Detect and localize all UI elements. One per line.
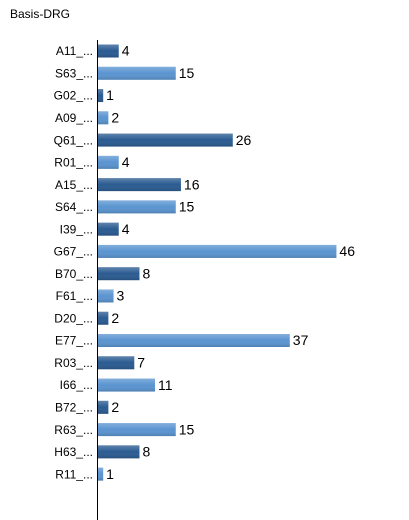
category-label: A15_... bbox=[55, 178, 93, 192]
category-label: D20_... bbox=[54, 311, 93, 325]
bar-shade bbox=[98, 222, 119, 236]
category-label: G02_... bbox=[54, 89, 93, 103]
category-label: Q61_... bbox=[54, 133, 93, 147]
bar-shade bbox=[98, 445, 140, 459]
category-label: I39_... bbox=[60, 222, 93, 236]
category-label: R11_... bbox=[55, 467, 93, 481]
value-label: 16 bbox=[184, 176, 200, 192]
value-label: 2 bbox=[111, 399, 119, 415]
bar-shade bbox=[98, 267, 140, 281]
chart-title: Basis-DRG bbox=[10, 7, 70, 21]
bar-shade bbox=[98, 311, 109, 325]
value-label: 8 bbox=[142, 444, 150, 460]
value-label: 3 bbox=[117, 288, 125, 304]
bar-shade bbox=[98, 467, 104, 481]
bar-shade bbox=[98, 178, 181, 192]
category-label: A11_... bbox=[56, 44, 93, 58]
bar-shade bbox=[98, 44, 119, 58]
value-label: 8 bbox=[142, 265, 150, 281]
value-label: 4 bbox=[122, 221, 130, 237]
value-label: 2 bbox=[111, 110, 119, 126]
category-label: A09_... bbox=[55, 111, 93, 125]
value-label: 15 bbox=[179, 65, 195, 81]
category-label: S63_... bbox=[55, 66, 93, 80]
bar-shade bbox=[98, 89, 104, 103]
bar-shade bbox=[98, 289, 114, 303]
value-label: 2 bbox=[111, 310, 119, 326]
value-label: 15 bbox=[179, 421, 195, 437]
value-label: 15 bbox=[179, 199, 195, 215]
value-label: 4 bbox=[122, 154, 130, 170]
category-label: G67_... bbox=[54, 245, 93, 259]
value-label: 1 bbox=[106, 87, 114, 103]
value-label: 46 bbox=[339, 243, 355, 259]
category-label: F61_... bbox=[56, 289, 93, 303]
bar-shade bbox=[98, 111, 109, 125]
bar-shade bbox=[98, 400, 109, 414]
bar-shade bbox=[98, 244, 337, 258]
value-label: 11 bbox=[158, 377, 173, 393]
bar-shade bbox=[98, 66, 176, 80]
bar-shade bbox=[98, 133, 233, 147]
bar-shade bbox=[98, 378, 156, 392]
category-label: E77_... bbox=[55, 334, 93, 348]
bar-shade bbox=[98, 423, 176, 437]
value-label: 26 bbox=[236, 132, 252, 148]
bar-shade bbox=[98, 356, 135, 370]
category-label: B72_... bbox=[55, 400, 93, 414]
category-label: R03_... bbox=[54, 356, 93, 370]
bar-shade bbox=[98, 155, 119, 169]
bar-shade bbox=[98, 334, 290, 348]
value-label: 1 bbox=[106, 466, 114, 482]
value-label: 4 bbox=[122, 43, 130, 59]
value-label: 37 bbox=[293, 332, 309, 348]
value-label: 7 bbox=[137, 354, 145, 370]
bar-shade bbox=[98, 200, 176, 214]
category-label: R63_... bbox=[54, 423, 93, 437]
category-label: I66_... bbox=[60, 378, 93, 392]
category-label: R01_... bbox=[54, 156, 93, 170]
category-label: B70_... bbox=[55, 267, 93, 281]
category-label: H63_... bbox=[54, 445, 93, 459]
category-label: S64_... bbox=[55, 200, 93, 214]
